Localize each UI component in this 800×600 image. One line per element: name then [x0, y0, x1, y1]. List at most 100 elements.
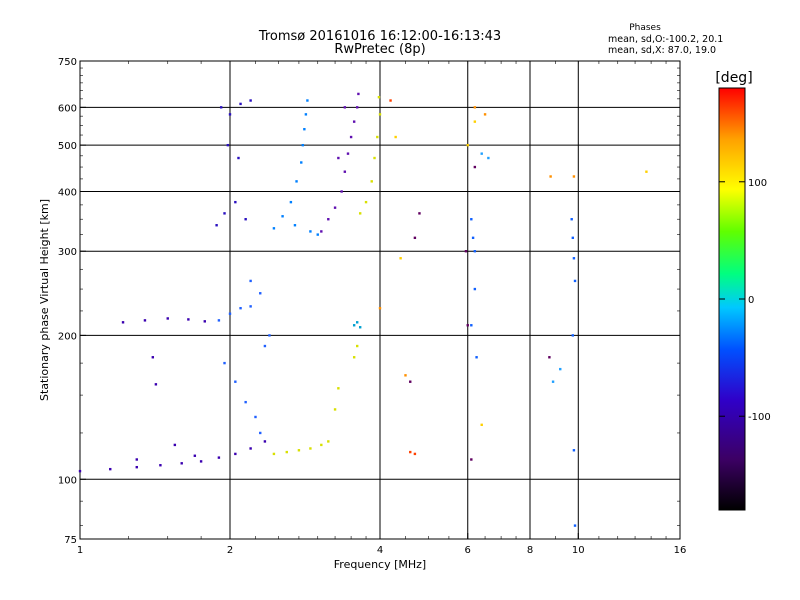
data-point — [203, 320, 206, 323]
data-point — [259, 431, 262, 435]
data-point — [418, 212, 421, 215]
y-tick-label: 75 — [64, 535, 77, 546]
data-point — [143, 319, 147, 322]
data-point — [346, 152, 350, 155]
data-point — [470, 218, 473, 221]
data-point — [300, 161, 303, 164]
data-point — [297, 449, 301, 452]
data-point — [473, 120, 477, 123]
data-point — [473, 287, 477, 291]
data-point — [320, 230, 323, 233]
info-heading: Phases — [629, 23, 661, 33]
data-point — [263, 440, 267, 443]
data-point — [358, 212, 362, 215]
data-point — [293, 224, 297, 227]
data-point — [187, 318, 190, 321]
data-point — [572, 257, 576, 260]
data-point — [121, 321, 125, 324]
data-point — [352, 324, 356, 327]
colorbar-ticks: 100 0 -100 — [719, 178, 771, 423]
data-point — [404, 374, 407, 377]
data-point — [364, 200, 368, 204]
data-point — [343, 170, 347, 173]
colorbar-tick-label: 0 — [748, 295, 754, 306]
data-point — [244, 400, 247, 404]
data-point — [239, 102, 242, 106]
data-point — [249, 279, 252, 283]
data-point — [358, 326, 362, 329]
axis-ticks: 1 2 4 6 8 10 16 75 100 200 300 400 500 600 750 — [58, 57, 686, 556]
data-point — [394, 135, 397, 139]
data-point — [193, 454, 197, 457]
data-point — [316, 233, 319, 236]
data-point — [559, 367, 562, 371]
data-point — [470, 458, 473, 461]
data-point — [223, 361, 226, 365]
data-point — [349, 135, 353, 139]
data-point — [135, 465, 138, 469]
data-point — [259, 292, 262, 295]
y-tick-label: 750 — [58, 57, 77, 68]
data-point — [333, 206, 337, 209]
data-point — [470, 324, 473, 327]
data-points — [78, 92, 648, 527]
data-point — [306, 99, 309, 102]
colorbar-tick-label: 100 — [748, 178, 767, 189]
data-point — [327, 440, 330, 443]
data-point — [473, 106, 477, 109]
data-point — [343, 106, 347, 109]
data-point — [571, 334, 575, 337]
data-point — [413, 236, 417, 240]
data-point — [357, 92, 360, 96]
data-point — [327, 218, 330, 221]
x-tick-label: 6 — [465, 545, 471, 556]
data-point — [370, 180, 373, 183]
data-point — [237, 156, 240, 160]
chart-subtitle: RwPretec (8p) — [334, 42, 425, 57]
x-tick-label: 2 — [227, 545, 233, 556]
x-tick-label: 1 — [77, 545, 83, 556]
data-point — [409, 380, 412, 383]
data-point — [480, 152, 483, 155]
y-tick-label: 600 — [58, 103, 77, 114]
x-tick-label: 16 — [674, 545, 687, 556]
data-point — [464, 250, 468, 253]
y-tick-label: 500 — [58, 141, 77, 152]
data-point — [487, 156, 490, 160]
data-point — [301, 143, 305, 147]
data-point — [549, 175, 552, 178]
data-point — [289, 200, 293, 204]
data-point — [249, 99, 252, 102]
data-point — [309, 230, 312, 233]
data-point — [228, 312, 232, 315]
data-point — [645, 170, 648, 173]
data-point — [215, 224, 218, 227]
data-point — [573, 524, 577, 527]
data-point — [263, 344, 267, 348]
y-axis-label: Stationary phase Virtual Height [km] — [38, 199, 51, 401]
data-point — [268, 334, 271, 337]
data-point — [409, 450, 412, 454]
data-point — [254, 415, 257, 419]
data-point — [285, 450, 288, 454]
colorbar-label: [deg] — [715, 70, 752, 86]
info-line-o: mean, sd,O:-100.2, 20.1 — [608, 34, 723, 45]
data-point — [249, 447, 252, 450]
data-point — [309, 447, 312, 450]
data-point — [413, 452, 417, 456]
data-point — [234, 200, 237, 204]
data-point — [272, 452, 276, 456]
data-point — [272, 227, 276, 230]
data-point — [223, 212, 226, 215]
data-point — [548, 356, 551, 359]
data-point — [304, 113, 308, 116]
data-point — [378, 306, 382, 310]
data-point — [355, 344, 359, 348]
data-point — [572, 175, 576, 178]
data-point — [219, 106, 223, 109]
data-point — [471, 236, 475, 240]
data-point — [228, 113, 232, 116]
y-tick-label: 300 — [58, 247, 77, 258]
data-point — [378, 113, 382, 116]
data-point — [234, 452, 237, 456]
